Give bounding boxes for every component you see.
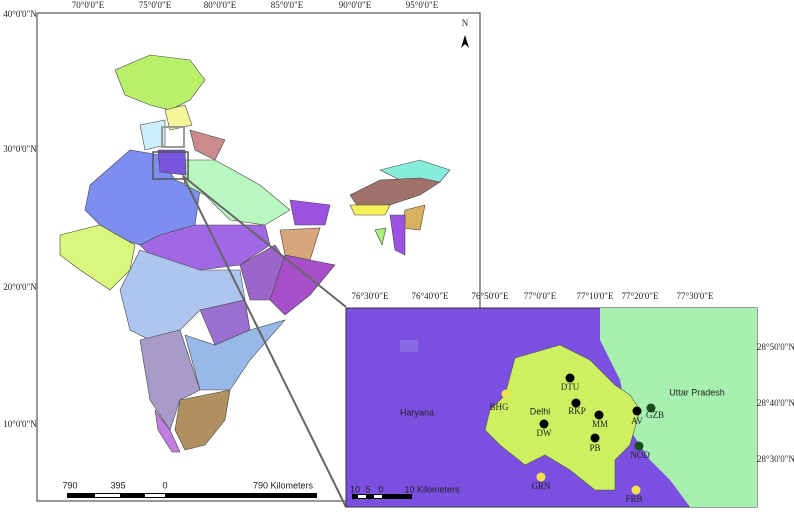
- india-states: [59, 54, 451, 453]
- station-label: BHG: [489, 402, 509, 412]
- latitude-label: 10°0'0"N: [3, 419, 37, 429]
- zoom-box: [152, 151, 189, 180]
- north-label: N: [462, 18, 469, 28]
- station-label: NOD: [630, 450, 650, 460]
- station-marker: [539, 419, 549, 429]
- station-marker: [501, 389, 511, 399]
- station-label: FRB: [625, 494, 642, 504]
- station-label: DW: [537, 428, 552, 438]
- station-marker: [571, 398, 581, 408]
- longitude-label: 90°0'0"E: [339, 0, 372, 10]
- station-label: GZB: [646, 410, 664, 420]
- latitude-label: 30°0'0"N: [3, 144, 37, 154]
- longitude-label: 77°10'0"E: [577, 291, 614, 301]
- longitude-label: 76°50'0"E: [472, 291, 509, 301]
- longitude-label: 76°30'0"E: [352, 291, 389, 301]
- station-marker: [632, 406, 642, 416]
- scale-label: 10: [350, 484, 360, 494]
- leader-line: [182, 175, 347, 308]
- leader-line: [182, 175, 347, 508]
- station-label: DTU: [561, 382, 580, 392]
- longitude-label: 70°0'0"E: [72, 0, 105, 10]
- station-marker: [594, 410, 604, 420]
- longitude-label: 75°0'0"E: [139, 0, 172, 10]
- station-marker: [536, 472, 546, 482]
- longitude-label: 77°30'0"E: [677, 291, 714, 301]
- region-label: Uttar Pradesh: [669, 387, 725, 397]
- station-label: AV: [631, 416, 643, 426]
- scale-label: 790: [62, 480, 77, 490]
- longitude-label: 85°0'0"E: [271, 0, 304, 10]
- latitude-label: 28°30'0"N: [757, 454, 794, 464]
- scale-label: 790 Kilometers: [253, 480, 314, 490]
- latitude-label: 28°40'0"N: [757, 398, 794, 408]
- station-marker: [565, 373, 575, 383]
- station-label: PB: [589, 443, 600, 453]
- north-arrow: [461, 35, 469, 48]
- station-marker: [631, 485, 641, 495]
- longitude-label: 80°0'0"E: [204, 0, 237, 10]
- station-label: RKP: [568, 406, 586, 416]
- longitude-label: 77°0'0"E: [524, 291, 557, 301]
- inset-map: [345, 307, 758, 508]
- station-marker: [590, 433, 600, 443]
- station-label: MM: [592, 419, 608, 429]
- scale-label: 10 Kilometers: [404, 484, 460, 494]
- longitude-label: 95°0'0"E: [406, 0, 439, 10]
- station-marker: [646, 403, 656, 413]
- station-marker: [634, 441, 644, 451]
- station-label: GRN: [531, 481, 551, 491]
- scale-bar: [67, 493, 317, 498]
- region-label: Delhi: [530, 406, 551, 416]
- scale-label: 0: [378, 484, 383, 494]
- latitude-label: 28°50'0"N: [757, 342, 794, 352]
- longitude-label: 76°40'0"E: [412, 291, 449, 301]
- region-label: Haryana: [400, 407, 434, 417]
- latitude-label: 40°0'0"N: [3, 9, 37, 19]
- longitude-label: 77°20'0"E: [622, 291, 659, 301]
- scale-label: 0: [162, 480, 167, 490]
- scale-label: 5: [365, 484, 370, 494]
- zoom-box: [161, 126, 185, 148]
- latitude-label: 20°0'0"N: [3, 282, 37, 292]
- scale-label: 395: [110, 480, 125, 490]
